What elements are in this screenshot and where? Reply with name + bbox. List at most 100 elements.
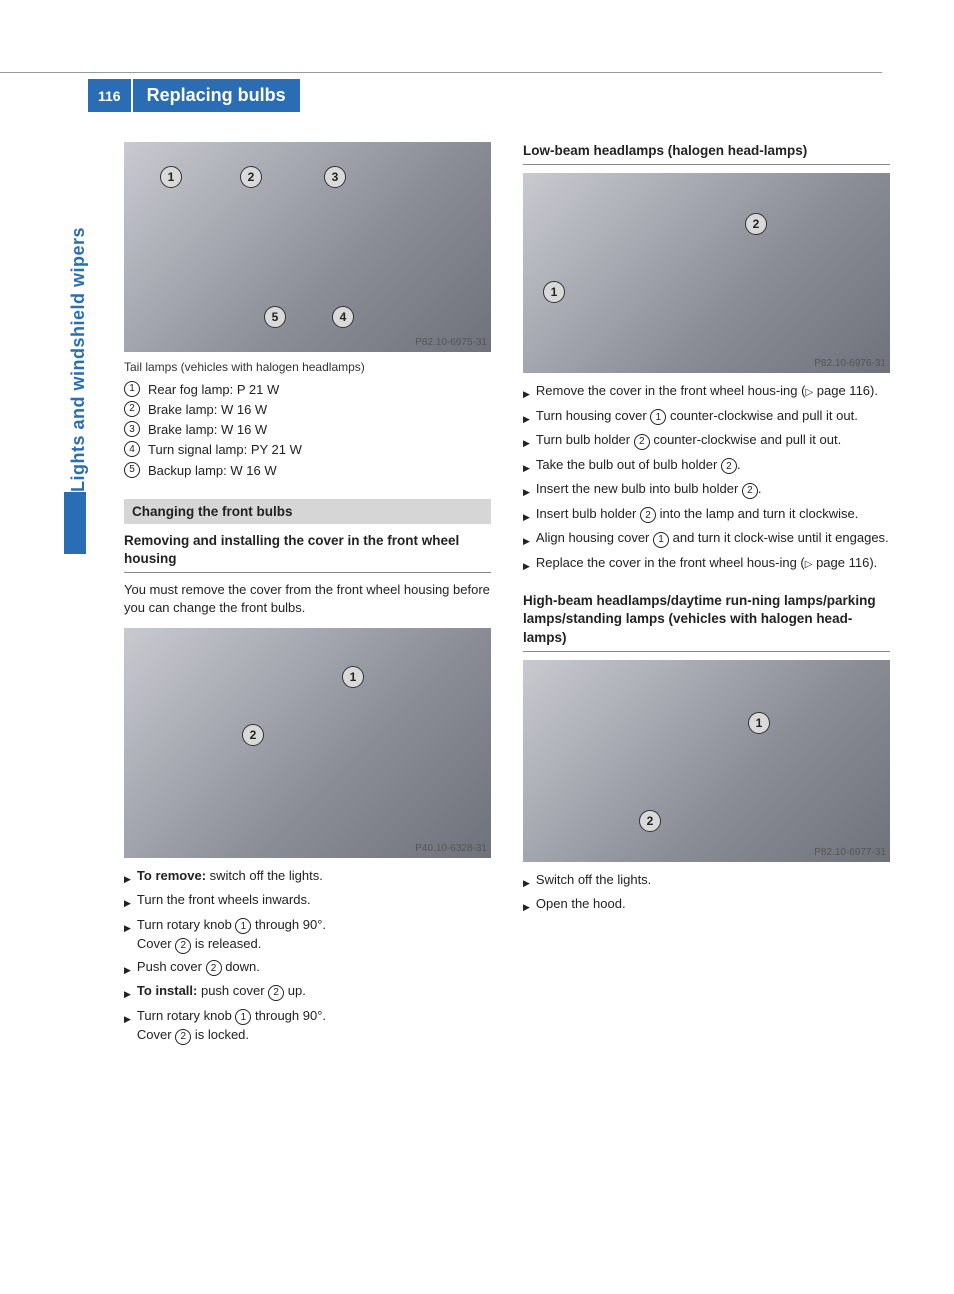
circled-number-icon: 2 [124, 401, 140, 417]
step-arrow-icon [124, 892, 131, 912]
step-text: Push cover 2 down. [137, 957, 260, 979]
section-heading: Changing the front bulbs [124, 499, 491, 524]
step-text: Turn the front wheels inwards. [137, 890, 311, 912]
step-text: Insert bulb holder 2 into the lamp and t… [536, 504, 858, 526]
step-item: Replace the cover in the front wheel hou… [523, 553, 890, 575]
side-tab-label: Lights and windshield wipers [68, 227, 89, 492]
circled-number-icon: 1 [124, 381, 140, 397]
step-item: Turn housing cover 1 counter-clockwise a… [523, 406, 890, 428]
step-arrow-icon [523, 506, 530, 526]
callout-1: 1 [342, 666, 364, 688]
spec-text: Rear fog lamp: P 21 W [148, 380, 279, 400]
callout-2: 2 [242, 724, 264, 746]
circled-number-icon: 1 [650, 409, 666, 425]
spec-text: Backup lamp: W 16 W [148, 461, 277, 481]
callout-5: 5 [264, 306, 286, 328]
step-text: Turn rotary knob 1 through 90°.Cover 2 i… [137, 1006, 326, 1045]
step-text: To install: push cover 2 up. [137, 981, 306, 1003]
step-text: Switch off the lights. [536, 870, 651, 892]
circled-number-icon: 5 [124, 462, 140, 478]
step-item: Turn bulb holder 2 counter-clockwise and… [523, 430, 890, 452]
step-item: Turn rotary knob 1 through 90°.Cover 2 i… [124, 915, 491, 954]
step-list: Remove the cover in the front wheel hous… [523, 381, 890, 574]
spec-item: 3Brake lamp: W 16 W [124, 420, 491, 440]
step-item: Align housing cover 1 and turn it clock-… [523, 528, 890, 550]
side-tab-marker [64, 492, 86, 554]
page-number: 116 [88, 79, 131, 112]
subheading: Low-beam headlamps (halogen head-lamps) [523, 142, 890, 165]
step-item: Open the hood. [523, 894, 890, 916]
page-ref-icon [805, 383, 813, 398]
step-text: Turn bulb holder 2 counter-clockwise and… [536, 430, 841, 452]
step-item: Insert the new bulb into bulb holder 2. [523, 479, 890, 501]
page-title: Replacing bulbs [131, 79, 300, 112]
step-text: Remove the cover in the front wheel hous… [536, 381, 878, 403]
figure-code: P82.10-6975-31 [415, 337, 487, 348]
circled-number-icon: 1 [653, 532, 669, 548]
spec-item: 2 Brake lamp: W 16 W [124, 400, 491, 420]
step-arrow-icon [523, 432, 530, 452]
step-arrow-icon [124, 1008, 131, 1045]
page-header: 116 Replacing bulbs [88, 79, 954, 112]
circled-number-icon: 2 [206, 960, 222, 976]
step-text: Take the bulb out of bulb holder 2. [536, 455, 741, 477]
figure-code: P40.10-6328-31 [415, 843, 487, 854]
circled-number-icon: 2 [742, 483, 758, 499]
callout-1: 1 [543, 281, 565, 303]
callout-3: 3 [324, 166, 346, 188]
step-item: Turn rotary knob 1 through 90°.Cover 2 i… [124, 1006, 491, 1045]
step-arrow-icon [523, 408, 530, 428]
circled-number-icon: 2 [640, 507, 656, 523]
figure-tail-lamps: P82.10-6975-31 12345 [124, 142, 491, 352]
step-text: Insert the new bulb into bulb holder 2. [536, 479, 762, 501]
circled-number-icon: 2 [175, 1029, 191, 1045]
step-arrow-icon [523, 896, 530, 916]
step-arrow-icon [523, 872, 530, 892]
step-text: Align housing cover 1 and turn it clock-… [536, 528, 889, 550]
step-list: To remove: switch off the lights.Turn th… [124, 866, 491, 1045]
step-text: To remove: switch off the lights. [137, 866, 323, 888]
step-item: Switch off the lights. [523, 870, 890, 892]
circled-number-icon: 2 [268, 985, 284, 1001]
spec-text: Brake lamp: W 16 W [148, 400, 267, 420]
step-arrow-icon [124, 983, 131, 1003]
subheading: High-beam headlamps/daytime run-ning lam… [523, 592, 890, 652]
page-ref-icon [805, 555, 813, 570]
step-item: Insert bulb holder 2 into the lamp and t… [523, 504, 890, 526]
step-text: Turn rotary knob 1 through 90°.Cover 2 i… [137, 915, 326, 954]
step-arrow-icon [124, 868, 131, 888]
subheading: Removing and installing the cover in the… [124, 532, 491, 573]
spec-item: 5 Backup lamp: W 16 W [124, 461, 491, 481]
step-arrow-icon [124, 917, 131, 954]
callout-1: 1 [748, 712, 770, 734]
figure-low-beam: P82.10-6976-31 1 2 [523, 173, 890, 373]
step-arrow-icon [523, 555, 530, 575]
circled-number-icon: 2 [634, 434, 650, 450]
spec-text: Turn signal lamp: PY 21 W [148, 440, 302, 460]
body-paragraph: You must remove the cover from the front… [124, 581, 491, 617]
step-arrow-icon [523, 530, 530, 550]
step-text: Turn housing cover 1 counter-clockwise a… [536, 406, 858, 428]
callout-2: 2 [745, 213, 767, 235]
callout-2: 2 [639, 810, 661, 832]
circled-number-icon: 2 [721, 458, 737, 474]
step-arrow-icon [523, 457, 530, 477]
circled-number-icon: 1 [235, 1009, 251, 1025]
circled-number-icon: 2 [175, 938, 191, 954]
step-item: Remove the cover in the front wheel hous… [523, 381, 890, 403]
spec-item: 1 Rear fog lamp: P 21 W [124, 380, 491, 400]
callout-2: 2 [240, 166, 262, 188]
step-arrow-icon [523, 383, 530, 403]
figure-high-beam: P82.10-6977-31 1 2 [523, 660, 890, 862]
step-arrow-icon [523, 481, 530, 501]
circled-number-icon: 1 [235, 918, 251, 934]
step-list: Switch off the lights.Open the hood. [523, 870, 890, 916]
step-item: Push cover 2 down. [124, 957, 491, 979]
figure-code: P82.10-6976-31 [814, 358, 886, 369]
step-item: Turn the front wheels inwards. [124, 890, 491, 912]
figure-code: P82.10-6977-31 [814, 847, 886, 858]
step-text: Open the hood. [536, 894, 626, 916]
figure-wheel-housing: P40.10-6328-31 1 2 [124, 628, 491, 858]
step-item: To remove: switch off the lights. [124, 866, 491, 888]
circled-number-icon: 4 [124, 441, 140, 457]
